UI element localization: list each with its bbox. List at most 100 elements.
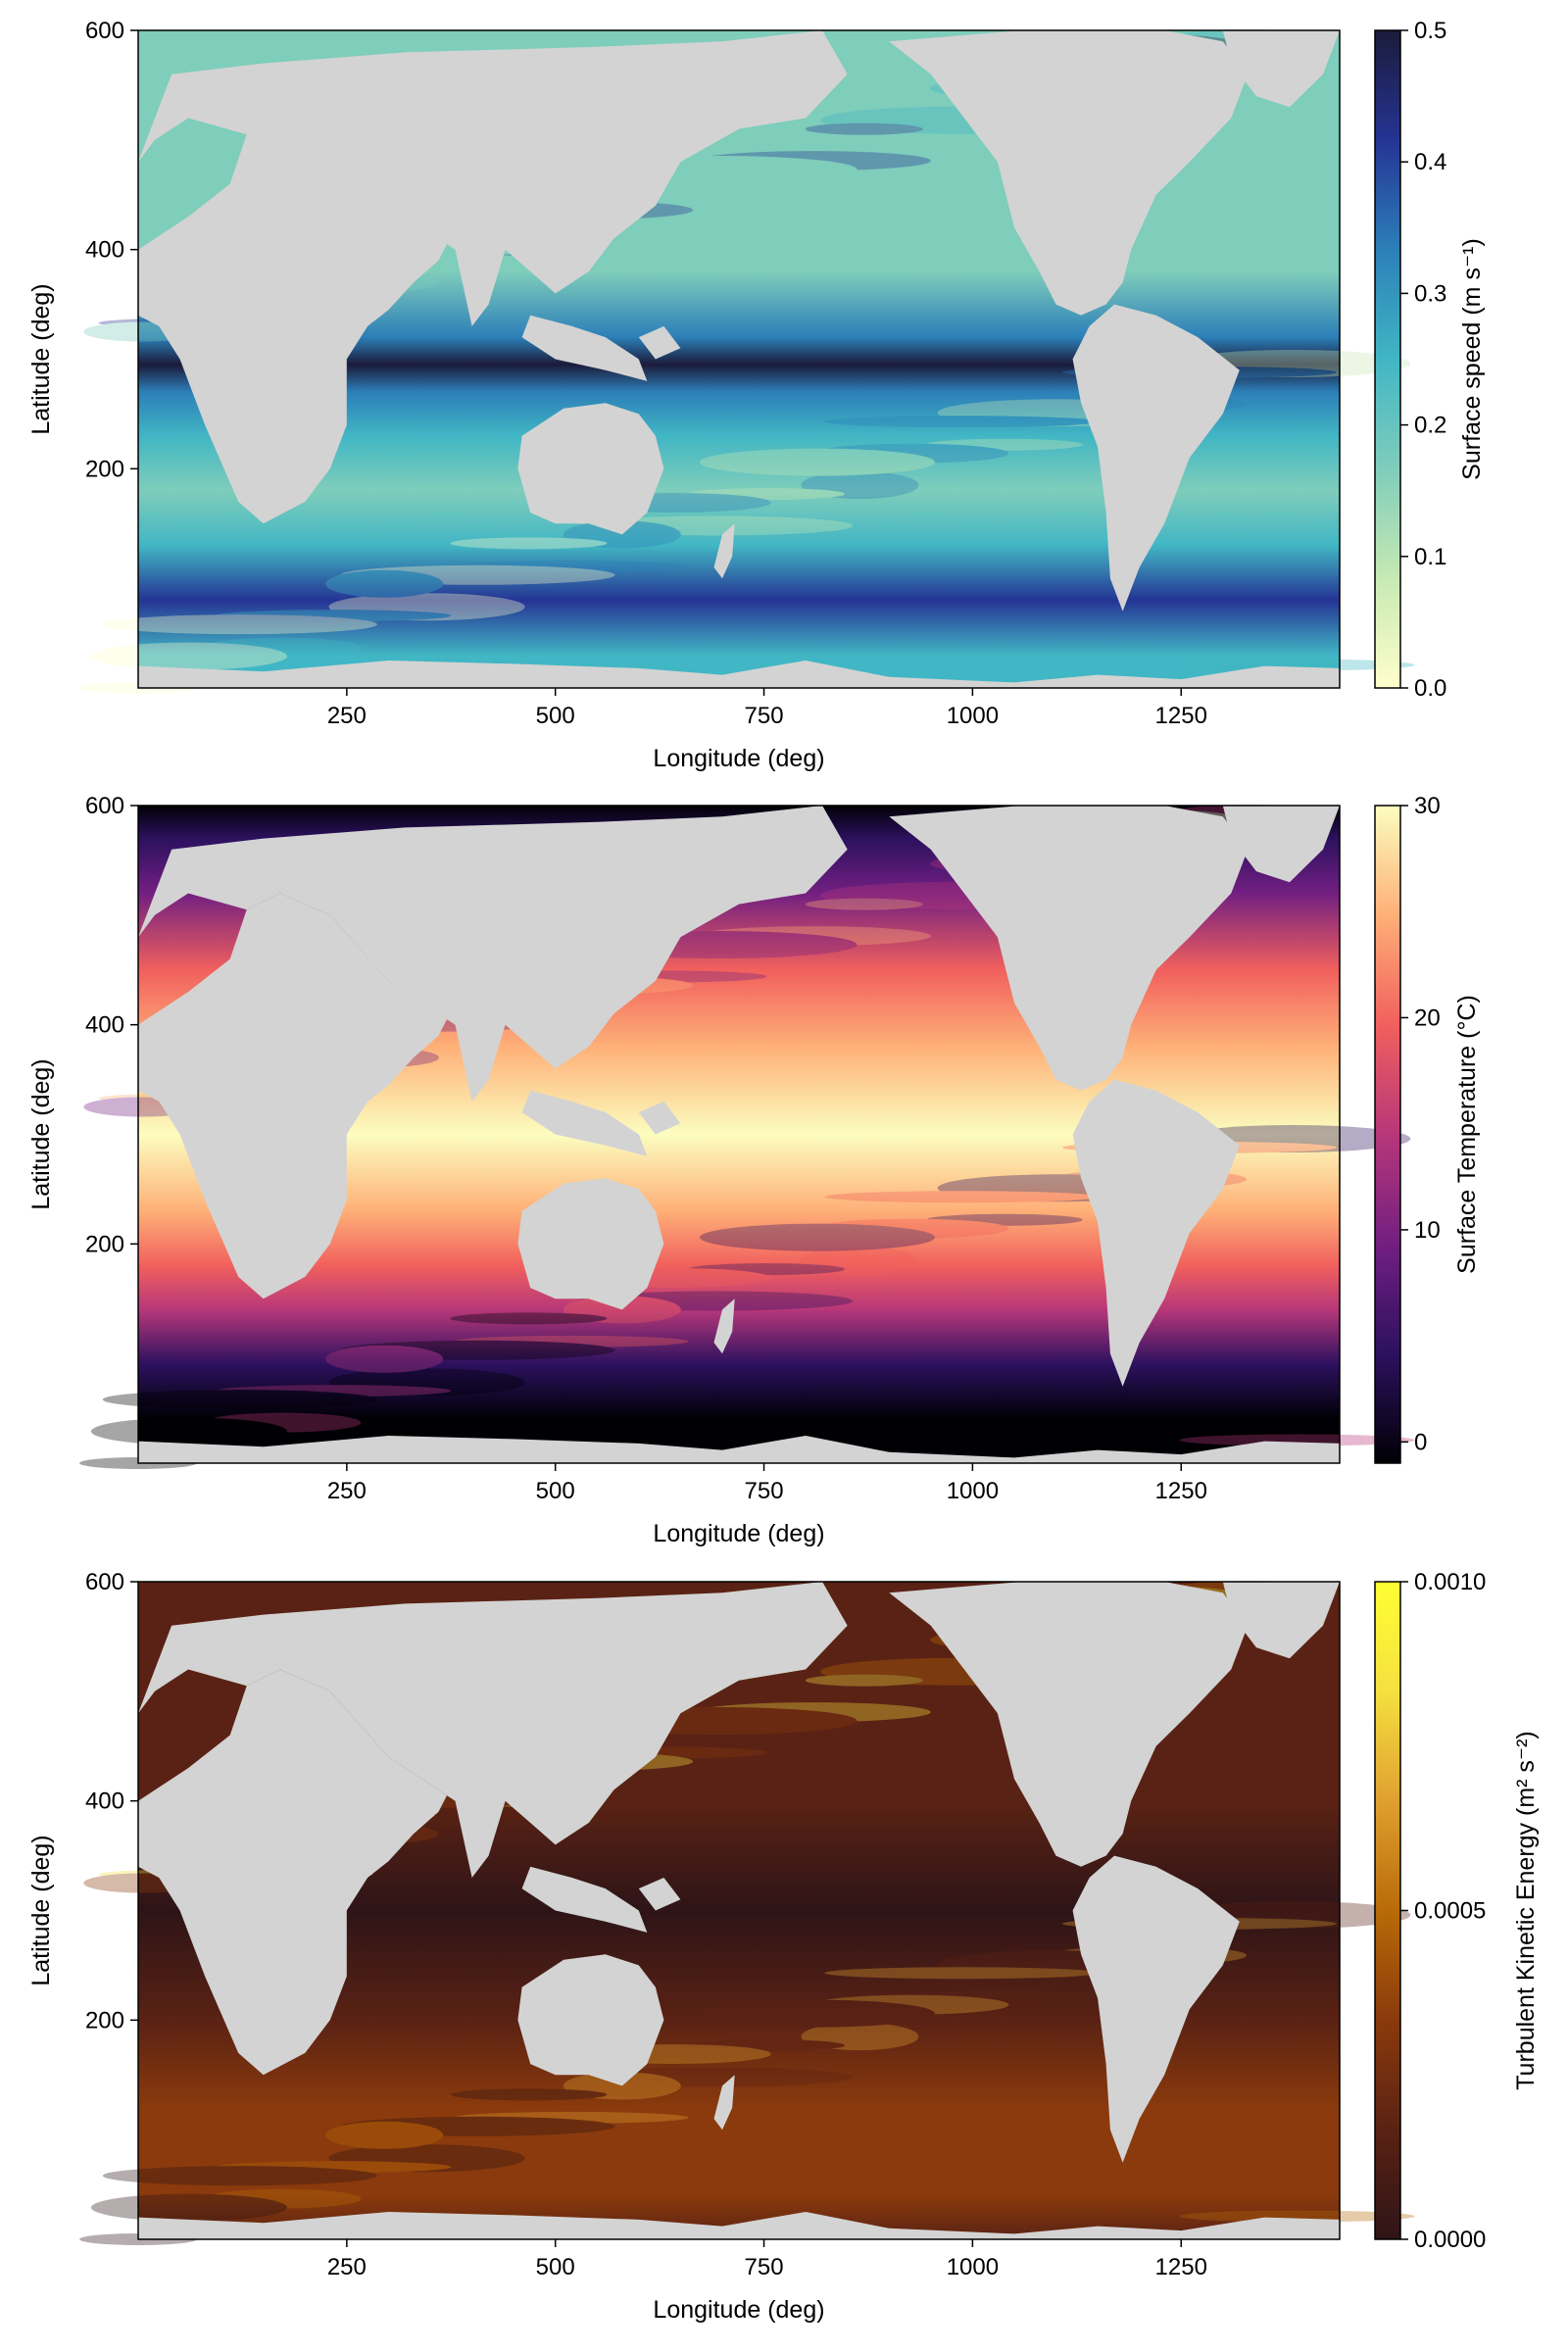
x-tick-label: 250 bbox=[327, 1478, 367, 1504]
landmass bbox=[521, 1090, 648, 1156]
x-tick-label: 1000 bbox=[947, 703, 999, 729]
field-streak bbox=[325, 2121, 444, 2149]
landmass bbox=[1072, 1855, 1240, 2163]
field-streak bbox=[90, 2193, 287, 2222]
colorbar-tick-label: 30 bbox=[1414, 793, 1441, 819]
x-tick-label: 250 bbox=[327, 703, 367, 729]
field-streak bbox=[812, 1994, 1009, 2015]
field-streak bbox=[925, 1989, 1083, 2002]
plot-frame bbox=[137, 1581, 1341, 2240]
x-axis-label: Longitude (deg) bbox=[653, 2296, 824, 2324]
landmass bbox=[638, 1102, 681, 1135]
field-streak bbox=[216, 610, 452, 622]
field-streak bbox=[204, 1412, 362, 1433]
field-streak bbox=[805, 898, 923, 910]
landmass bbox=[138, 806, 848, 1102]
landmass bbox=[138, 2212, 1340, 2239]
field-streak bbox=[1179, 659, 1415, 671]
field-streak bbox=[204, 637, 362, 658]
x-tick-label: 250 bbox=[327, 2254, 367, 2280]
field-streak bbox=[695, 151, 931, 172]
colorbar bbox=[1375, 806, 1400, 1463]
field-streak bbox=[90, 642, 287, 670]
colorbar-tick-label: 0.1 bbox=[1414, 544, 1446, 570]
field-streak bbox=[563, 1296, 681, 1324]
colorbar-tick-label: 0.0005 bbox=[1414, 1898, 1486, 1925]
plot-frame bbox=[137, 29, 1341, 689]
landmass bbox=[138, 118, 447, 524]
field-streak bbox=[102, 2166, 377, 2186]
x-tick-label: 750 bbox=[745, 1478, 784, 1504]
field-streak bbox=[812, 1218, 1009, 1239]
landmass bbox=[889, 806, 1249, 1091]
y-tick-label: 600 bbox=[85, 793, 124, 819]
field-streak bbox=[340, 2116, 615, 2136]
land-mask bbox=[138, 1582, 1340, 2239]
land-mask bbox=[138, 806, 1340, 1463]
colorbar-tick-label: 0.0 bbox=[1414, 675, 1446, 702]
x-tick-label: 500 bbox=[536, 703, 575, 729]
field-streak bbox=[453, 1335, 689, 1348]
y-tick-label: 600 bbox=[85, 1569, 124, 1595]
y-tick-label: 400 bbox=[85, 237, 124, 264]
landmass bbox=[138, 30, 848, 326]
field-streak bbox=[700, 1999, 936, 2028]
landmass bbox=[138, 661, 1340, 688]
field-streak bbox=[90, 1417, 287, 1446]
y-axis-label: Latitude (deg) bbox=[27, 1058, 55, 1209]
field-streak bbox=[801, 2023, 919, 2051]
field-streak bbox=[1179, 1434, 1415, 1446]
field-streak bbox=[328, 593, 525, 621]
x-tick-label: 1250 bbox=[1155, 703, 1207, 729]
landmass bbox=[1072, 1079, 1240, 1387]
x-tick-label: 1000 bbox=[947, 1478, 999, 1504]
x-axis-label: Longitude (deg) bbox=[653, 1520, 824, 1547]
landmass bbox=[889, 30, 1249, 316]
y-tick-label: 400 bbox=[85, 1788, 124, 1815]
y-axis-label: Latitude (deg) bbox=[27, 1835, 55, 1985]
field-streak bbox=[801, 1247, 919, 1275]
field-streak bbox=[1179, 2210, 1415, 2223]
field-streak bbox=[695, 926, 931, 947]
field-streak bbox=[453, 2111, 689, 2124]
field-streak bbox=[578, 515, 854, 536]
field-streak bbox=[805, 1674, 923, 1687]
landmass bbox=[638, 325, 681, 360]
colorbar-tick-label: 0.5 bbox=[1414, 18, 1446, 44]
colorbar-tick-label: 0 bbox=[1414, 1429, 1427, 1455]
field-streak bbox=[801, 471, 919, 500]
field-streak bbox=[925, 438, 1083, 451]
field-streak bbox=[578, 2067, 854, 2087]
colorbar bbox=[1375, 30, 1400, 688]
field-streak bbox=[688, 488, 846, 501]
x-tick-label: 750 bbox=[745, 703, 784, 729]
x-tick-label: 1250 bbox=[1155, 2254, 1207, 2280]
landmass bbox=[1222, 30, 1340, 108]
plot-frame bbox=[137, 805, 1341, 1464]
landmass bbox=[138, 893, 447, 1299]
landmass bbox=[138, 1669, 447, 2076]
landmass bbox=[521, 315, 648, 381]
landmass bbox=[713, 1298, 735, 1354]
colorbar-frame bbox=[1374, 805, 1401, 1464]
y-axis-label: Latitude (deg) bbox=[27, 283, 55, 434]
field-streak bbox=[216, 1385, 452, 1397]
field-streak bbox=[328, 1368, 525, 1396]
colorbar-tick-label: 0.4 bbox=[1414, 149, 1446, 175]
field-streak bbox=[325, 569, 444, 598]
landmass bbox=[138, 1582, 848, 1878]
field-streak bbox=[925, 1213, 1083, 1226]
colorbar-label: Turbulent Kinetic Energy (m² s⁻²) bbox=[1512, 1731, 1540, 2090]
field-streak bbox=[700, 448, 936, 476]
landmass bbox=[889, 1582, 1249, 1867]
field-streak bbox=[563, 520, 681, 549]
field-streak bbox=[824, 1967, 1100, 1980]
colorbar-label: Surface speed (m s⁻¹) bbox=[1458, 238, 1486, 480]
colorbar-label: Surface Temperature (°C) bbox=[1453, 995, 1481, 1274]
field-streak bbox=[700, 1223, 936, 1251]
colorbar-tick-label: 20 bbox=[1414, 1004, 1441, 1031]
field-streak bbox=[102, 614, 377, 635]
field-streak bbox=[563, 2072, 681, 2100]
